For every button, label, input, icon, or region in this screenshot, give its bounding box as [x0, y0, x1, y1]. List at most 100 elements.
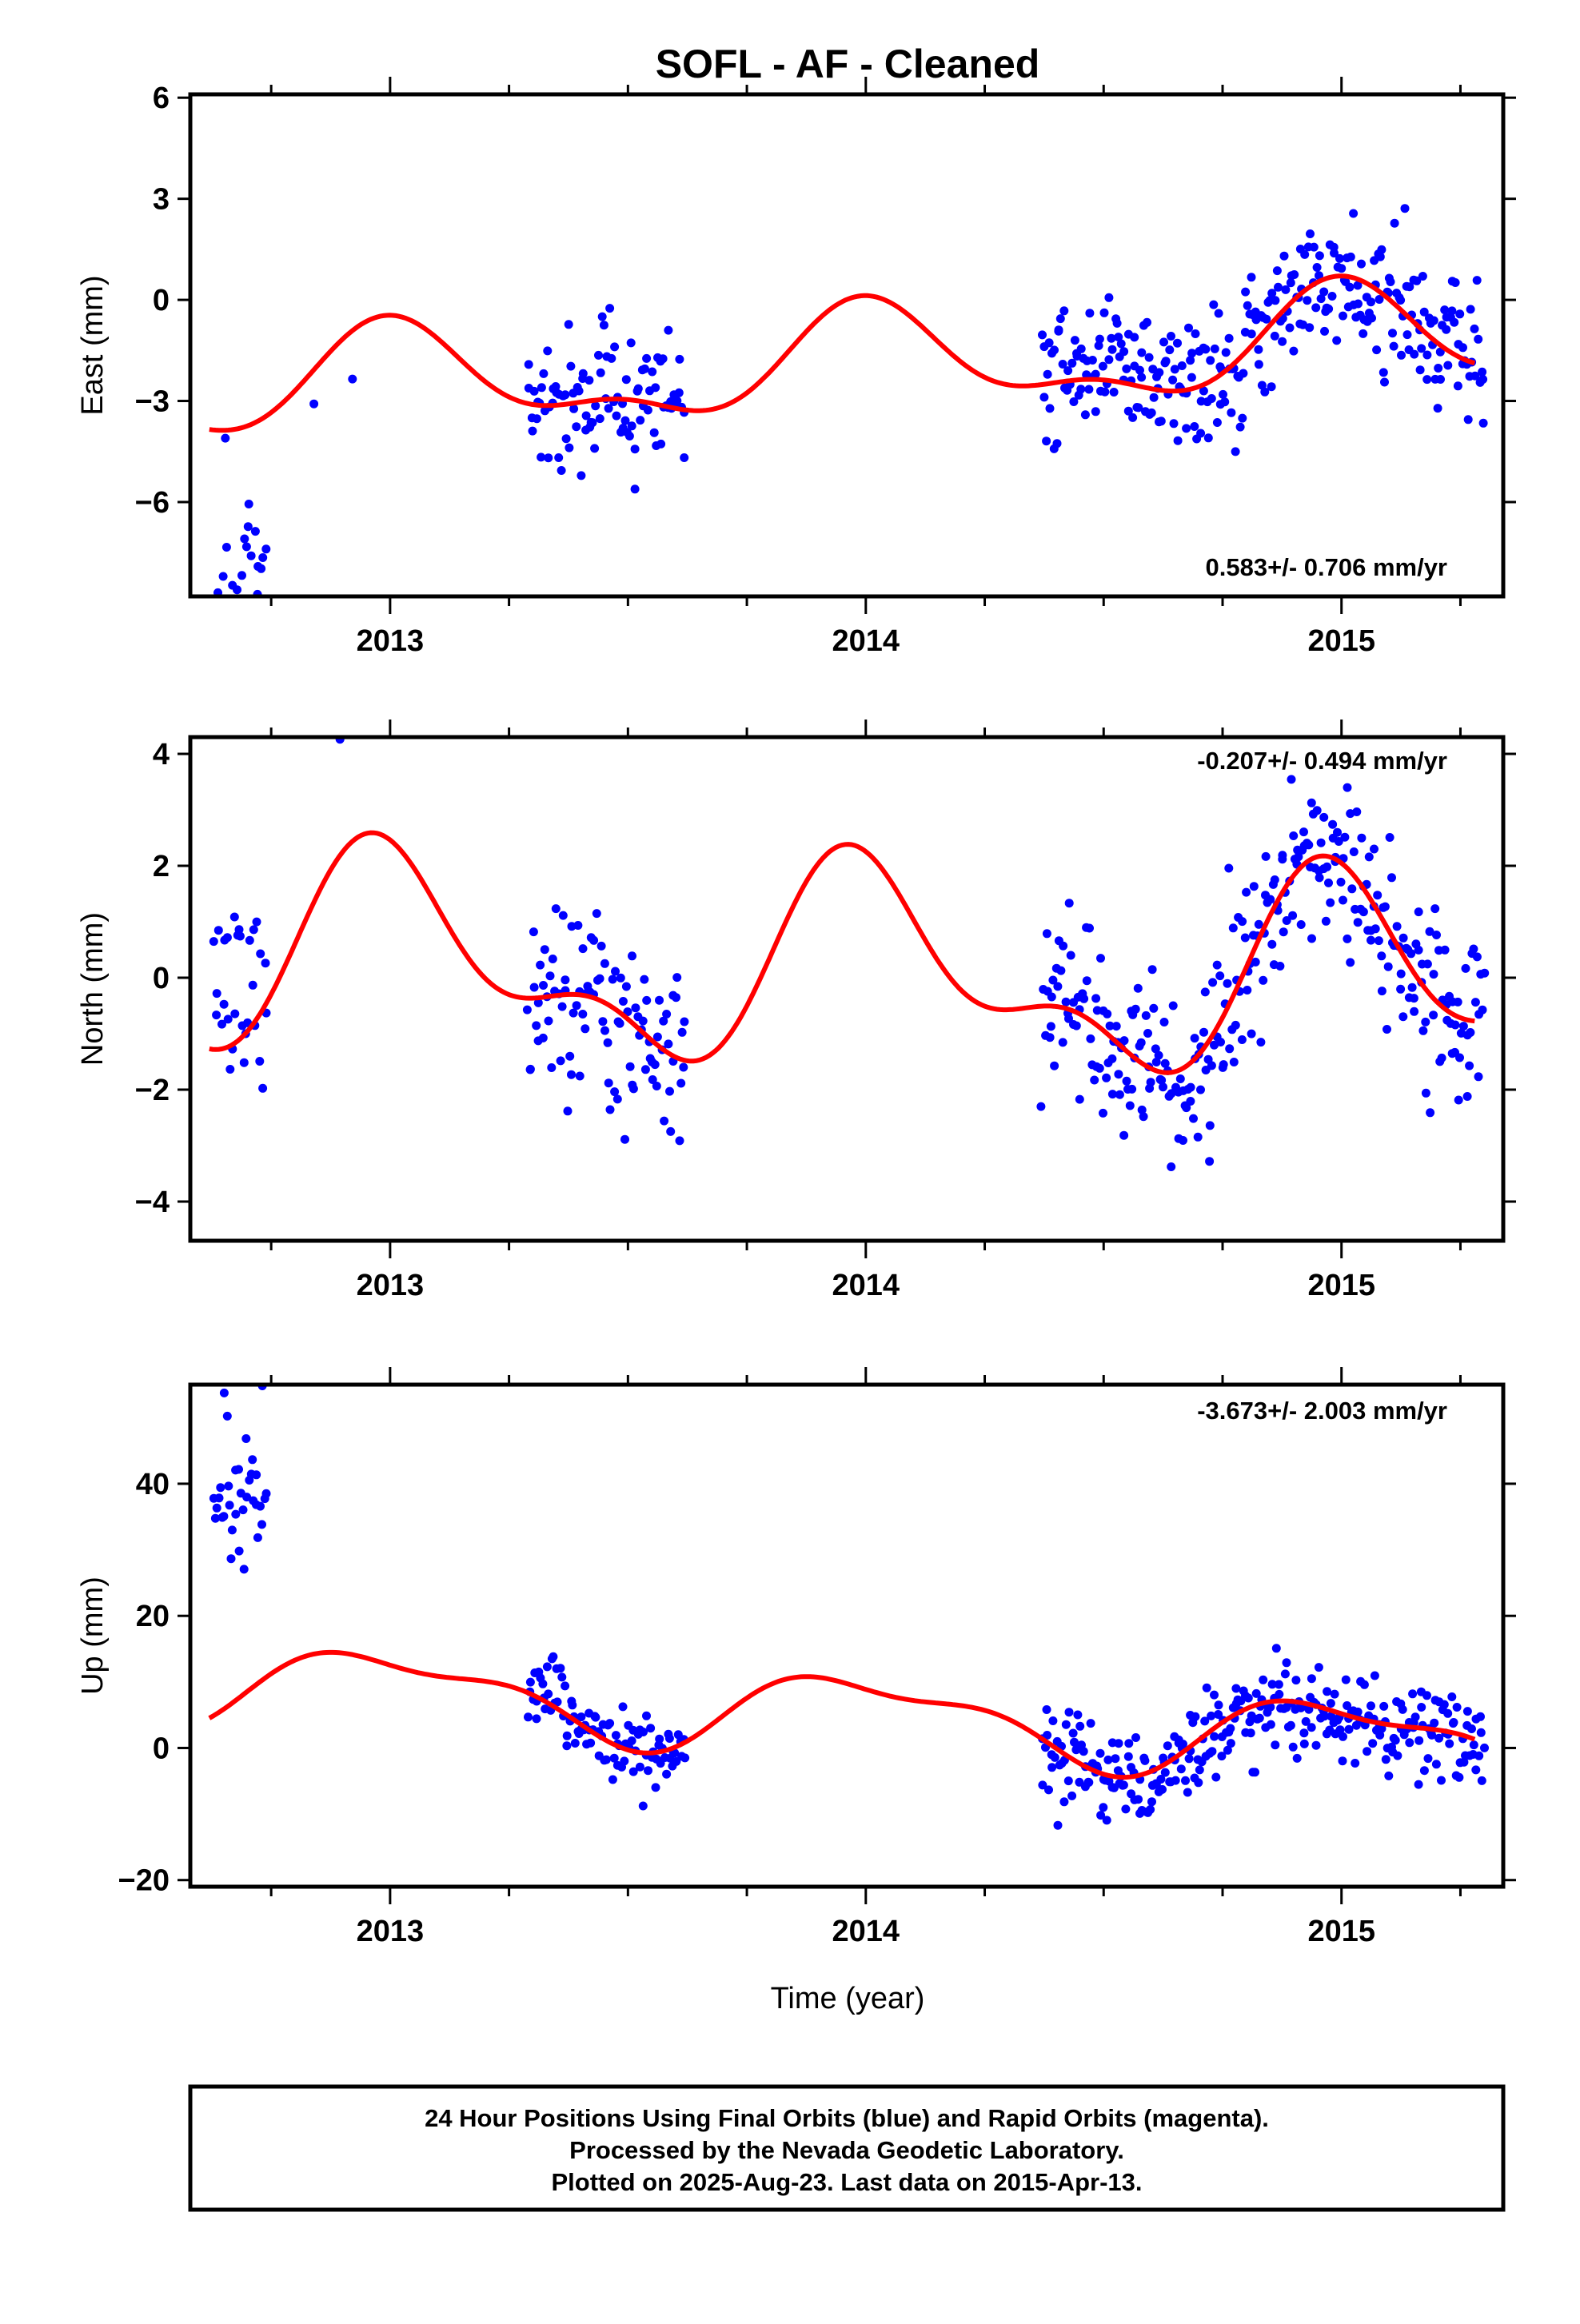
- data-point: [1421, 1088, 1430, 1098]
- data-point: [1039, 393, 1049, 402]
- data-point: [1176, 1764, 1186, 1774]
- data-point: [1470, 998, 1480, 1007]
- data-point: [226, 1554, 236, 1564]
- data-point: [1377, 1724, 1386, 1733]
- data-point: [1286, 278, 1295, 288]
- data-point: [1470, 324, 1479, 333]
- data-point: [1422, 959, 1432, 969]
- rate-annotation: 0.583+/- 0.706 mm/yr: [1206, 553, 1447, 581]
- data-point: [1061, 997, 1071, 1007]
- data-point: [1429, 316, 1438, 325]
- data-point: [529, 386, 539, 396]
- x-tick-label: 2013: [357, 1269, 425, 1302]
- data-point: [232, 660, 241, 669]
- data-point: [1296, 920, 1306, 929]
- data-point: [1374, 936, 1383, 946]
- data-point: [1417, 1703, 1426, 1712]
- data-point: [1064, 1708, 1074, 1717]
- data-point: [1266, 1720, 1275, 1729]
- data-point: [1212, 960, 1222, 970]
- data-point: [1199, 386, 1208, 396]
- data-point: [611, 967, 620, 976]
- data-point: [1280, 1669, 1290, 1679]
- data-point: [1414, 1780, 1423, 1789]
- data-point: [561, 390, 570, 400]
- y-tick-label: −2: [135, 1074, 170, 1107]
- data-point: [1048, 975, 1058, 985]
- data-point: [548, 955, 557, 963]
- data-point: [238, 636, 247, 645]
- data-point: [1434, 364, 1443, 373]
- panel-north: 2013 2014 2015 −4 −2 0 2 4 North (mm) -0.207+/- 0…: [76, 720, 1516, 1302]
- data-point: [1207, 394, 1216, 403]
- data-point: [569, 404, 579, 413]
- data-point: [1146, 1078, 1155, 1087]
- data-point: [1312, 263, 1322, 272]
- data-point: [640, 364, 649, 373]
- data-point: [1311, 303, 1321, 313]
- data-point: [568, 1700, 577, 1710]
- data-point: [1288, 1742, 1298, 1752]
- data-point: [1392, 922, 1402, 931]
- data-point: [234, 1546, 244, 1556]
- data-point: [1042, 1705, 1051, 1714]
- data-point: [227, 1525, 237, 1535]
- data-point: [1443, 361, 1453, 370]
- data-point: [556, 1664, 565, 1673]
- data-point: [1279, 927, 1288, 937]
- data-point: [1050, 1752, 1059, 1762]
- data-point: [542, 1662, 552, 1672]
- data-point: [1076, 385, 1086, 394]
- data-point: [547, 1063, 557, 1072]
- data-point: [1471, 1765, 1481, 1775]
- data-point: [1096, 1811, 1106, 1820]
- data-point: [252, 1470, 261, 1480]
- data-point: [256, 1501, 265, 1511]
- data-point: [218, 572, 228, 581]
- data-point: [1340, 832, 1350, 842]
- data-point: [1307, 798, 1316, 807]
- data-point: [1043, 1731, 1052, 1740]
- data-point: [591, 401, 600, 411]
- data-point: [642, 995, 652, 1005]
- data-point: [1161, 357, 1171, 366]
- data-point: [1115, 1090, 1124, 1099]
- data-point: [238, 1505, 248, 1515]
- data-point: [1412, 276, 1422, 285]
- data-point: [1050, 345, 1059, 355]
- data-point: [1347, 884, 1357, 894]
- data-point: [348, 374, 357, 384]
- data-point: [213, 926, 223, 935]
- data-point: [1274, 282, 1283, 292]
- data-point: [1398, 1012, 1408, 1022]
- data-point: [1328, 819, 1338, 829]
- data-point: [1323, 862, 1332, 871]
- data-point: [656, 439, 666, 448]
- data-point: [1086, 1034, 1095, 1043]
- data-point: [679, 1062, 688, 1072]
- data-point: [528, 426, 537, 436]
- data-point: [1433, 404, 1442, 413]
- data-point: [1260, 387, 1270, 397]
- data-point: [1393, 1751, 1402, 1760]
- data-point: [1210, 344, 1219, 353]
- data-point: [662, 1769, 672, 1779]
- data-point: [1307, 1723, 1316, 1732]
- data-point: [1055, 314, 1065, 324]
- data-point: [213, 717, 222, 726]
- data-point: [569, 1008, 578, 1018]
- data-point: [1304, 840, 1314, 850]
- x-tick-label: 2015: [1307, 1915, 1375, 1948]
- data-point: [1038, 1780, 1047, 1790]
- data-point: [1414, 1736, 1424, 1745]
- data-point: [1199, 1027, 1208, 1037]
- data-point: [599, 321, 608, 330]
- data-point: [525, 1677, 535, 1687]
- data-point: [1267, 289, 1277, 298]
- data-point: [1303, 296, 1312, 305]
- data-point: [1359, 907, 1368, 917]
- data-point: [1267, 939, 1277, 949]
- data-point: [1324, 878, 1333, 887]
- data-point: [1099, 1108, 1107, 1118]
- data-point: [578, 1010, 588, 1018]
